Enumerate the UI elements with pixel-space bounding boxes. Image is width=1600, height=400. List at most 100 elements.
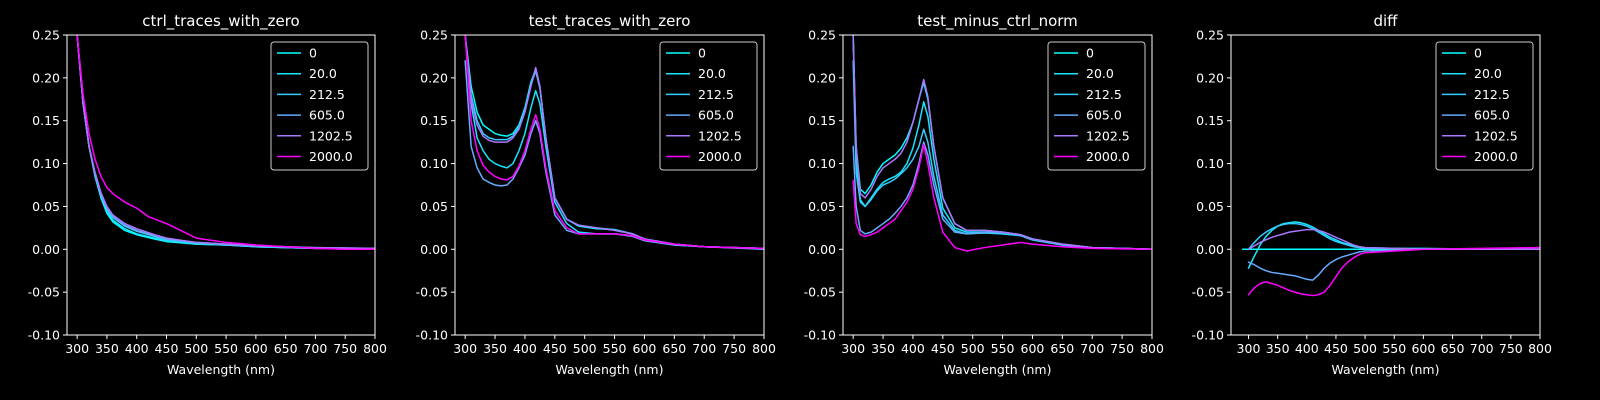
chart-title: ctrl_traces_with_zero — [142, 12, 299, 31]
legend-label: 212.5 — [1086, 87, 1122, 102]
x-tick-label: 550 — [214, 341, 238, 356]
y-tick-label: 0.25 — [420, 28, 448, 43]
x-tick-label: 400 — [1295, 341, 1319, 356]
x-tick-label: 450 — [155, 341, 179, 356]
x-tick-label: 400 — [513, 341, 537, 356]
legend-label: 1202.5 — [1086, 128, 1130, 143]
x-tick-label: 350 — [1266, 341, 1290, 356]
legend-label: 20.0 — [698, 66, 726, 81]
y-tick-label: -0.10 — [804, 328, 836, 343]
x-tick-label: 500 — [961, 341, 985, 356]
x-tick-label: 800 — [752, 341, 776, 356]
y-tick-label: 0.05 — [32, 199, 60, 214]
x-tick-label: 400 — [125, 341, 149, 356]
series-line-1202.5 — [464, 35, 764, 250]
legend-label: 605.0 — [1086, 108, 1122, 123]
chart-panel-3: test_minus_ctrl_norm 300 350 400 450 500 550 60… — [804, 12, 1164, 377]
y-tick-label: 0.05 — [420, 199, 448, 214]
x-tick-label: 300 — [1237, 341, 1261, 356]
y-tick-label: -0.10 — [1192, 328, 1224, 343]
y-tick-label: 0.00 — [808, 242, 836, 257]
y-tick-label: 0.10 — [420, 156, 448, 171]
legend-label: 605.0 — [309, 108, 345, 123]
legend-label: 2000.0 — [1086, 149, 1130, 164]
series-group — [852, 35, 1152, 252]
x-axis-label: Wavelength (nm) — [944, 362, 1052, 377]
x-tick-label: 750 — [333, 341, 357, 356]
axes-frame — [842, 34, 1153, 336]
axes-frame — [66, 34, 376, 336]
y-tick-label: 0.10 — [808, 156, 836, 171]
series-line-1202.5 — [76, 35, 375, 250]
legend-label: 212.5 — [698, 87, 734, 102]
x-tick-label: 350 — [483, 341, 507, 356]
legend-label: 1202.5 — [698, 128, 742, 143]
y-tick-label: -0.05 — [804, 285, 836, 300]
x-tick-label: 350 — [871, 341, 895, 356]
y-tick-label: -0.10 — [28, 328, 60, 343]
legend-label: 0 — [1474, 46, 1482, 61]
y-tick-label: 0.25 — [808, 28, 836, 43]
y-tick-label: 0.00 — [32, 242, 60, 257]
legend-label: 20.0 — [309, 66, 337, 81]
x-tick-label: 500 — [573, 341, 597, 356]
legend-label: 20.0 — [1474, 66, 1502, 81]
x-tick-label: 650 — [1441, 341, 1465, 356]
y-tick-label: 0.20 — [808, 70, 836, 85]
x-tick-label: 700 — [1470, 341, 1494, 356]
x-tick-label: 450 — [931, 341, 955, 356]
y-tick-label: 0.25 — [32, 28, 60, 43]
x-tick-label: 700 — [303, 341, 327, 356]
legend-label: 2000.0 — [698, 149, 742, 164]
x-tick-label: 650 — [1050, 341, 1074, 356]
series-line-2000.0 — [76, 35, 375, 251]
series-line-212.5 — [852, 59, 1152, 251]
chart-panel-4: diff 300 350 400 450 500 550 600 650 700 750 800 -0.… — [1192, 12, 1552, 377]
y-tick-label: 0.00 — [1196, 242, 1224, 257]
x-tick-label: 300 — [65, 341, 89, 356]
x-tick-label: 700 — [692, 341, 716, 356]
y-tick-label: 0.05 — [808, 199, 836, 214]
y-tick-label: -0.05 — [1192, 285, 1224, 300]
legend-label: 605.0 — [1474, 108, 1510, 123]
chart-title: test_traces_with_zero — [529, 12, 691, 31]
legend-label: 0 — [309, 46, 317, 61]
x-tick-label: 700 — [1080, 341, 1104, 356]
x-tick-label: 800 — [1528, 341, 1552, 356]
legend-label: 605.0 — [698, 108, 734, 123]
series-line-605.0 — [464, 59, 764, 251]
y-tick-label: 0.15 — [1196, 113, 1224, 128]
legend: 0 20.0 212.5 605.0 1202.5 2000.0 — [1047, 41, 1146, 171]
y-tick-label: 0.20 — [420, 70, 448, 85]
series-line-1202.5 — [852, 35, 1152, 251]
x-tick-label: 550 — [1382, 341, 1406, 356]
chart-panel-2: test_traces_with_zero 300 350 400 450 500 550 6… — [416, 12, 776, 377]
x-tick-label: 750 — [722, 341, 746, 356]
chart-title: test_minus_ctrl_norm — [917, 12, 1078, 31]
x-tick-label: 600 — [633, 341, 657, 356]
x-tick-label: 650 — [274, 341, 298, 356]
legend-label: 0 — [1086, 46, 1094, 61]
y-tick-label: -0.05 — [416, 285, 448, 300]
x-tick-label: 650 — [662, 341, 686, 356]
x-tick-label: 400 — [901, 341, 925, 356]
y-tick-label: 0.15 — [420, 113, 448, 128]
legend-label: 2000.0 — [1474, 149, 1518, 164]
x-tick-label: 750 — [1499, 341, 1523, 356]
x-tick-label: 600 — [1411, 341, 1435, 356]
x-tick-label: 450 — [1324, 341, 1348, 356]
legend-label: 1202.5 — [1474, 128, 1518, 143]
x-tick-label: 750 — [1110, 341, 1134, 356]
legend: 0 20.0 212.5 605.0 1202.5 2000.0 — [270, 41, 369, 171]
y-tick-label: 0.05 — [1196, 199, 1224, 214]
y-tick-label: -0.10 — [416, 328, 448, 343]
legend-label: 0 — [698, 46, 706, 61]
x-tick-label: 800 — [1140, 341, 1164, 356]
y-tick-label: 0.20 — [1196, 70, 1224, 85]
x-axis-label: Wavelength (nm) — [556, 362, 664, 377]
series-line-20.0 — [1247, 221, 1540, 269]
y-tick-label: 0.15 — [32, 113, 60, 128]
axes-frame — [1230, 34, 1541, 336]
x-tick-label: 800 — [363, 341, 387, 356]
